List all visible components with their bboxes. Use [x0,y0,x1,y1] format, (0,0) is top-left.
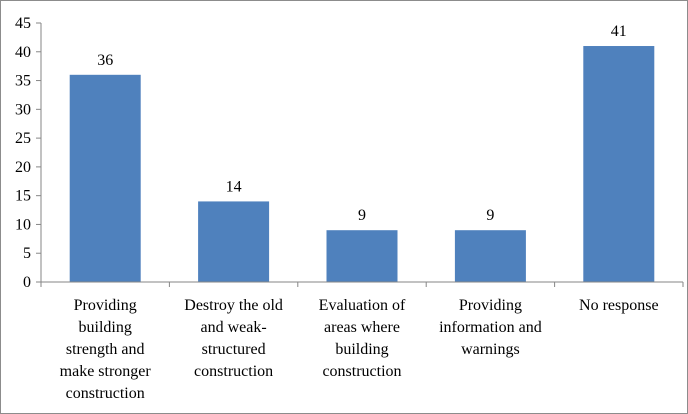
category-label: No response [579,297,659,314]
category-label-line: construction [194,363,273,380]
bar [69,74,141,282]
category-label-line: Providing [459,297,522,314]
y-axis-ticks: 0 5 10 15 20 25 30 35 40 45 [15,15,41,291]
category-label-line: Evaluation of [319,297,406,314]
category-label: Evaluation of areas where building construc… [319,297,406,380]
y-tick-label: 10 [15,216,31,233]
category-labels: Providing building strength and make strong… [60,297,659,402]
bar [583,46,655,283]
axes [40,23,684,287]
category-label-line: Destroy the old [184,297,283,314]
y-tick-label: 35 [15,73,31,90]
category-label-line: make stronger [60,363,152,380]
category-label: Destroy the old and weak-structured constr… [184,297,283,380]
category-label-line: structured [202,341,266,358]
category-label-line: No response [579,297,659,314]
y-tick-label: 25 [15,130,31,147]
y-tick-label: 20 [15,159,31,176]
category-label: Providing building strength and make strong… [60,297,152,402]
bars [69,46,655,283]
category-label-line: warnings [461,341,520,358]
y-tick-label: 0 [23,274,31,291]
data-label: 9 [358,207,366,224]
category-label-line: building [335,341,388,358]
category-label-line: construction [322,363,401,380]
category-label-line: areas where [324,319,400,336]
data-label: 14 [226,178,242,195]
bar [198,201,270,282]
y-tick-label: 15 [15,188,31,205]
data-label: 41 [611,23,627,40]
y-tick-label: 5 [23,245,31,262]
data-label: 9 [486,207,494,224]
y-tick-label: 30 [15,101,31,118]
category-label-line: building [79,319,132,336]
category-label-line: strength and [66,341,145,358]
data-labels: 36 14 9 9 41 [97,23,627,224]
y-tick-label: 45 [15,15,31,32]
bar [454,230,526,282]
category-label-line: construction [66,385,145,402]
category-label: Providing information and warnings [439,297,542,358]
category-label-line: Providing [74,297,137,314]
data-label: 36 [97,52,113,69]
category-label-line: information and [439,319,542,336]
y-tick-label: 40 [15,44,31,61]
bar [326,230,398,282]
category-label-line: and weak- [201,319,267,336]
